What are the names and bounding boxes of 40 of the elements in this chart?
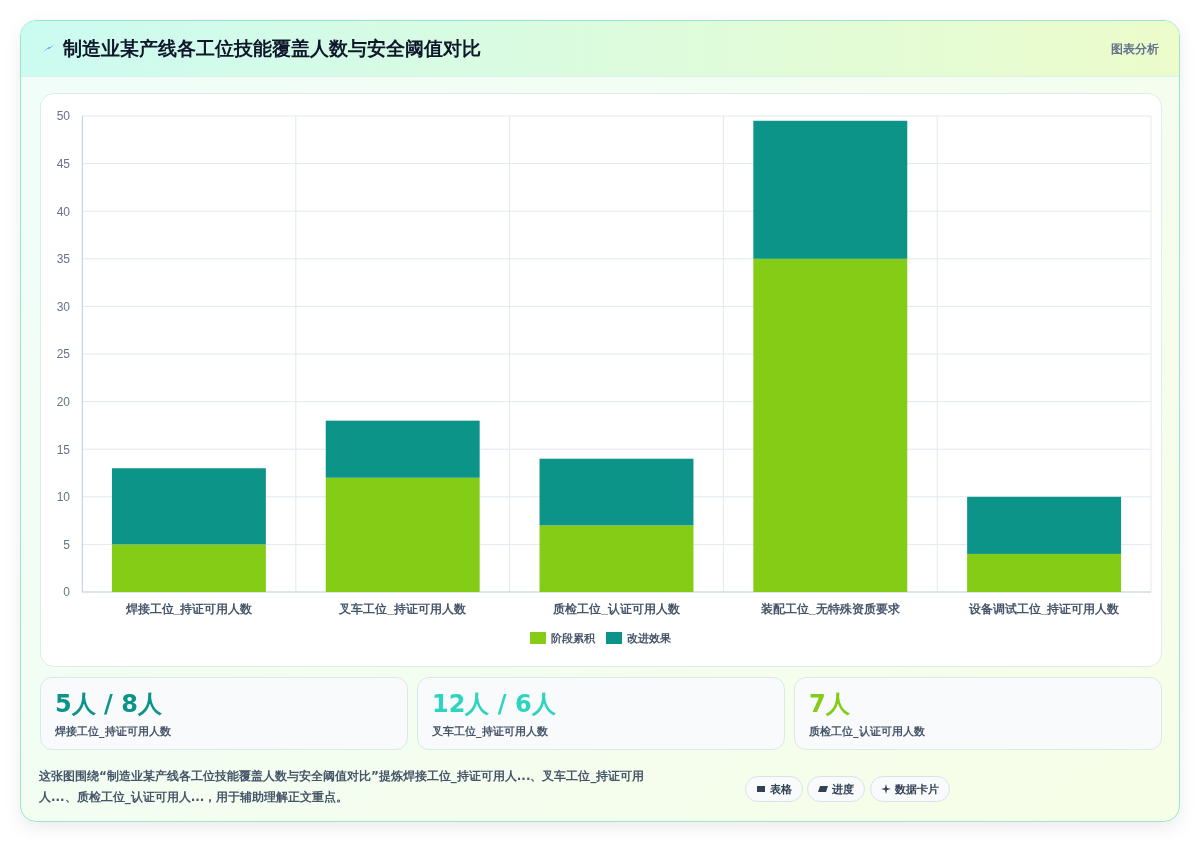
- text: 图表分析: [1111, 41, 1159, 58]
- text: 这张图围绕“制造业某产线各工位技能覆盖人数与安全阈值对比”提炼焊接工位_持证可用人...、叉车工位_持证可用人...、质检工位_认证可用人...，用于辅助理解正文重点。: [39, 768, 646, 807]
- x-tick-label: 装配工位_无特殊资质要求: [759, 601, 901, 616]
- bar: [111, 468, 266, 545]
- bar: [111, 544, 266, 592]
- text: 12人 / 6人: [432, 689, 556, 720]
- bar: [325, 420, 480, 478]
- bar: [753, 258, 908, 592]
- bar: [967, 496, 1122, 554]
- bar: [325, 477, 480, 592]
- y-tick-label: 10: [56, 490, 71, 505]
- text: 叉车工位_持证可用人数: [432, 724, 548, 739]
- text: 进度: [832, 781, 854, 797]
- x-tick-label: 设备调试工位_持证可用人数: [967, 601, 1121, 616]
- legend-label: 改进效果: [627, 632, 672, 645]
- x-tick-label: 叉车工位_持证可用人数: [338, 601, 468, 616]
- bar: [967, 553, 1122, 592]
- chart-title: 制造业某产线各工位技能覆盖人数与安全阈值对比: [63, 36, 481, 61]
- text: 数据卡片: [895, 781, 939, 797]
- y-tick-label: 45: [56, 156, 71, 171]
- y-tick-label: 50: [56, 109, 71, 124]
- y-tick-label: 25: [56, 347, 71, 362]
- y-tick-label: 40: [56, 204, 71, 219]
- x-tick-label: 质检工位_认证可用人数: [552, 601, 681, 616]
- bar: [539, 458, 694, 526]
- y-tick-label: 20: [56, 394, 71, 409]
- text: 质检工位_认证可用人数: [809, 724, 925, 739]
- bar: [753, 120, 908, 259]
- legend-label: 阶段累积: [551, 632, 596, 645]
- text: 7人: [809, 689, 850, 720]
- text: 表格: [770, 781, 792, 797]
- x-tick-label: 焊接工位_持证可用人数: [124, 601, 254, 616]
- y-tick-label: 15: [56, 442, 71, 457]
- y-tick-label: 35: [56, 252, 71, 267]
- y-tick-label: 5: [63, 537, 71, 552]
- y-tick-label: 30: [56, 299, 71, 314]
- bar: [539, 525, 694, 592]
- text: 焊接工位_持证可用人数: [55, 724, 171, 739]
- y-tick-label: 0: [63, 585, 71, 600]
- text: 5人 / 8人: [55, 689, 162, 720]
